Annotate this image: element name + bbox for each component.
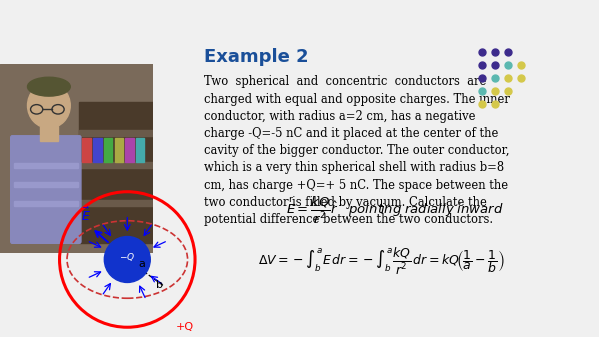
Ellipse shape xyxy=(28,83,70,128)
FancyBboxPatch shape xyxy=(11,136,81,243)
Text: a: a xyxy=(139,259,146,269)
Bar xyxy=(14,201,78,206)
Bar xyxy=(80,200,153,206)
Bar xyxy=(83,137,91,162)
Bar xyxy=(80,102,153,243)
Bar xyxy=(104,137,112,162)
Text: $\vec{E}$: $\vec{E}$ xyxy=(81,207,91,224)
Text: $\Delta V = -\int_b^a E\,dr = -\int_b^a \dfrac{kQ}{r^2}\,dr= kQ\!\left(\dfrac{1}: $\Delta V = -\int_b^a E\,dr = -\int_b^a … xyxy=(258,245,505,277)
Bar xyxy=(80,162,153,168)
Bar xyxy=(40,126,58,142)
Circle shape xyxy=(104,237,150,282)
Bar xyxy=(93,137,102,162)
Text: b: b xyxy=(156,280,163,290)
Ellipse shape xyxy=(28,77,70,96)
Bar xyxy=(80,130,153,136)
Bar xyxy=(14,163,78,168)
Text: +Q: +Q xyxy=(176,321,194,332)
Text: $\overset{\mathrm{r}}{E} = \dfrac{kQ}{r^2}\hat{r}$   $point\!ing\;radially\;inwa: $\overset{\mathrm{r}}{E} = \dfrac{kQ}{r^… xyxy=(286,195,504,226)
Text: $-Q$: $-Q$ xyxy=(119,251,135,263)
Bar xyxy=(14,182,78,187)
Text: Two  spherical  and  concentric  conductors  are
charged with equal and opposite: Two spherical and concentric conductors … xyxy=(204,75,510,226)
Bar xyxy=(114,137,123,162)
Bar xyxy=(136,137,144,162)
Text: Example 2: Example 2 xyxy=(204,48,308,66)
Bar xyxy=(125,137,134,162)
